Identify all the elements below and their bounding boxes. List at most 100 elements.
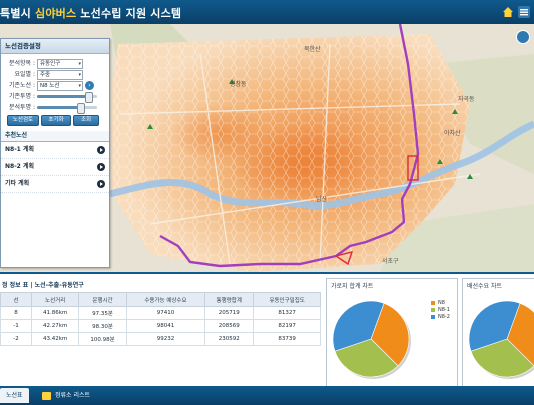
table-cell: 82197 [253,319,321,333]
tab-route-table[interactable]: 노선표 [0,388,29,403]
pie-chart[interactable] [463,291,534,387]
map-label: 평창동 [230,81,247,88]
table-cell: -1 [0,319,32,333]
route-review-button[interactable]: 노선검토 [7,115,39,126]
plans-title: 추천노선 [1,131,109,142]
table-cell: 205719 [204,306,255,320]
analysis-item-select[interactable]: 유동인구 [37,59,83,69]
pie-slice-n8-2[interactable] [332,300,385,352]
play-icon[interactable] [97,180,105,188]
plan-item[interactable]: N8-2 계획 [1,159,109,176]
park-area [380,204,534,272]
slider-handle[interactable] [77,103,86,114]
route-info-table: 선 노선거리 운행시간 수용가능 예상수요 통행량합계 유동인구밀집도 8 41… [0,292,321,346]
app-header: 특별시 심야버스 노선수립 지원 시스템 [0,0,534,25]
existing-opacity-row: 기존투명 : [1,91,109,103]
hex-grid [112,34,470,272]
day-type-select[interactable]: 주중 [37,70,83,80]
route-highlight[interactable] [334,251,354,266]
roads [119,43,481,265]
legend-item: N8-1 [431,307,450,314]
table-row[interactable]: 8 41.86km 97.35분 97410 205719 81327 [0,306,321,320]
table-cell: 208569 [204,319,255,333]
map-label: 아차산 [444,130,461,137]
table-cell: 230592 [204,332,255,346]
apply-route-icon[interactable]: › [85,81,94,90]
search-button[interactable]: 조회 [73,115,99,126]
analysis-opacity-row: 분석투명 : [1,102,109,114]
legend-label: N8-1 [438,307,450,313]
footer-tabbar: 노선표 정류소 리스트 [0,386,534,405]
table-cell: 81327 [253,306,321,320]
plan-label: 기타 계획 [5,180,30,187]
route-highlight[interactable] [407,155,419,181]
reset-button[interactable]: 초기화 [41,115,71,126]
legend-label: N8 [438,300,445,306]
map-view[interactable]: 북한산 평창동 자곡동 아차산 남산 서초구 나라 검색 [0,24,534,272]
analysis-opacity-slider[interactable] [37,103,97,114]
table-row[interactable]: -2 43.42km 100.98분 99232 230592 83739 [0,332,321,346]
map-label: 북한산 [304,46,321,53]
table-caption: 정 정보 표 | 노선-추출-유동연구 [2,282,84,289]
menu-icon[interactable] [518,6,530,18]
map-label: 남산 [316,196,328,203]
table-cell: 100.98분 [78,332,127,346]
route-info-section: 정 정보 표 | 노선-추출-유동연구 선 노선거리 운행시간 수용가능 예상수… [0,280,322,386]
table-cell: 83739 [253,332,321,346]
play-icon[interactable] [97,163,105,171]
chart-legend: N8 N8-1 N8-2 [431,300,450,321]
column-header: 통행량합계 [204,292,255,307]
table-header-row: 선 노선거리 운행시간 수용가능 예상수요 통행량합계 유동인구밀집도 [0,292,321,307]
play-icon[interactable] [97,146,105,154]
title-prefix: 특별시 [0,7,35,20]
route-analysis-panel: 노선검증설정 분석항목 : 유동인구 요일별 : 주중 기존노선 : N8 노선… [0,38,110,268]
tab-stop-list[interactable]: 정류소 리스트 [42,388,90,403]
existing-route-row: 기존노선 : N8 노선 › [1,80,109,91]
table-cell: 8 [0,306,32,320]
field-label: 기존투명 : [8,93,35,100]
pan-icon[interactable] [516,30,530,44]
pie-slice-n8[interactable] [370,302,410,367]
existing-route-select[interactable]: N8 노선 [37,81,83,91]
title-suffix: 노선수립 지원 시스템 [76,7,182,20]
table-cell: 99232 [125,332,206,346]
park-markers [147,79,473,179]
home-icon[interactable] [502,6,514,18]
pie-slice-n8-2[interactable] [468,300,521,352]
pie-slice-n8-1[interactable] [334,338,399,378]
plan-item[interactable]: N8-1 계획 [1,142,109,159]
analysis-item-row: 분석항목 : 유동인구 [1,58,109,69]
chart-title: 배선수요 차트 [467,283,503,290]
han-river [109,120,534,210]
bus-route-line[interactable] [159,24,420,268]
pie-slice-n8-1[interactable] [470,338,534,378]
legend-item: N8 [431,300,450,307]
existing-opacity-slider[interactable] [37,92,97,103]
column-header: 선 [0,292,32,307]
legend-item: N8-2 [431,314,450,321]
panel-button-row: 노선검토 초기화 조회 [1,113,109,127]
map-label: 자곡동 [458,96,475,103]
column-header: 노선거리 [30,292,80,307]
slider-handle[interactable] [85,92,93,103]
table-row[interactable]: -1 42.27km 98.30분 98041 208569 82197 [0,319,321,333]
pie-slice-n8[interactable] [506,302,534,367]
chart-title: 가로지 합계 차트 [331,283,374,290]
tab-label: 정류소 리스트 [55,392,91,399]
column-header: 수용가능 예상수요 [125,292,206,307]
field-label: 요일별 : [14,71,36,78]
table-cell: 98041 [125,319,206,333]
day-type-row: 요일별 : 주중 [1,69,109,80]
table-cell: 41.86km [30,306,80,320]
plan-item[interactable]: 기타 계획 [1,176,109,193]
legend-label: N8-2 [438,314,450,320]
title-accent: 심야버스 [35,7,77,20]
table-cell: 97.35분 [78,306,127,320]
table-cell: 97410 [125,306,206,320]
chart-panel: 배선수요 차트 [462,278,534,388]
plan-label: N8-2 계획 [5,163,34,170]
map-zoom-controls [516,30,530,44]
pie-chart[interactable] [327,291,437,387]
panel-title: 노선검증설정 [1,39,109,54]
bottom-panel: 정 정보 표 | 노선-추출-유동연구 선 노선거리 운행시간 수용가능 예상수… [0,272,534,388]
